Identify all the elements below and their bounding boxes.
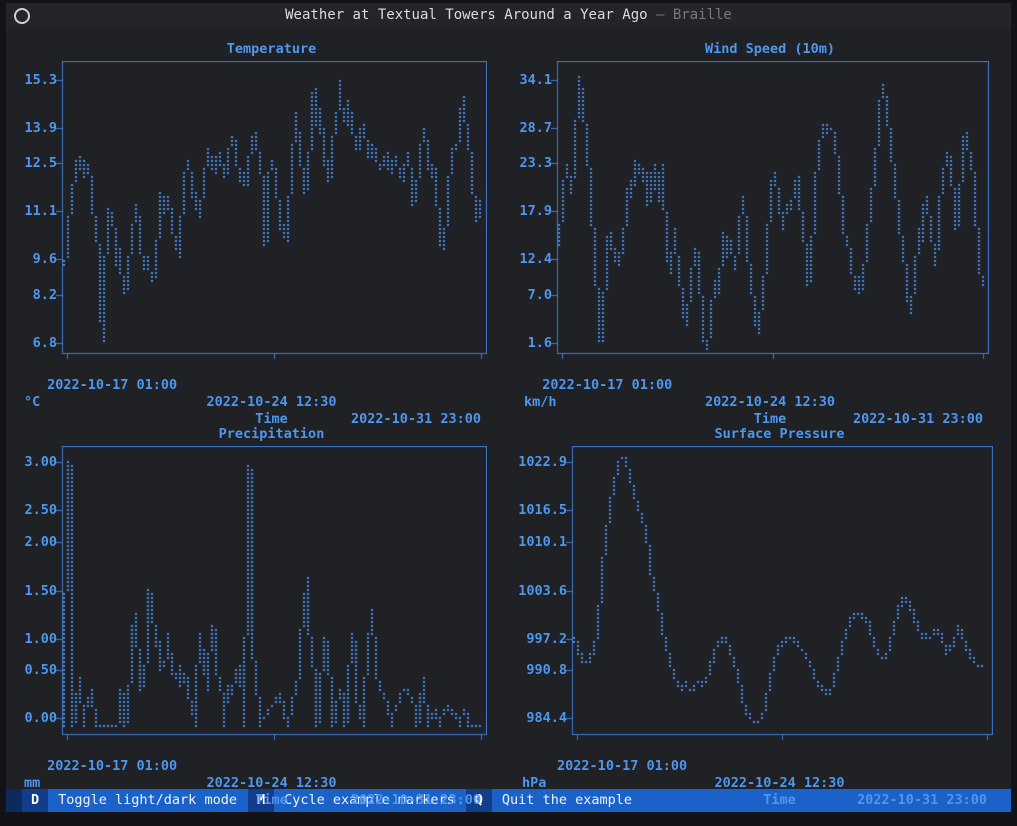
x-axis-title: Time	[255, 792, 288, 808]
y-tick-label: 11.1	[24, 203, 57, 219]
footer-lead-segment	[6, 789, 22, 812]
panel-precipitation: Precipitation 3.00 2.50 2.00 1.50 1.00 0…	[8, 424, 508, 808]
y-tick-label: 15.3	[24, 72, 57, 88]
y-tick-label: 7.0	[527, 287, 552, 303]
y-tick-label: 12.4	[519, 251, 552, 267]
chart-title: Precipitation	[218, 426, 325, 442]
y-tick-label: 8.2	[32, 287, 57, 303]
y-tick-label: 13.9	[24, 120, 57, 136]
x-tick-label: 2022-10-24 12:30	[206, 775, 337, 791]
axis-meta-row: °C Time	[8, 377, 508, 427]
y-axis-labels: 15.3 13.9 12.5 11.1 9.6 8.2 6.8	[8, 61, 57, 353]
x-axis-labels: 2022-10-17 01:00 2022-10-24 12:30 2022-1…	[542, 360, 989, 427]
footer-action-cycle-markers[interactable]: Cycle example markers	[274, 789, 466, 812]
y-axis-unit: hPa	[522, 775, 547, 791]
y-axis-unit: mm	[24, 775, 41, 791]
x-tick-label: 2022-10-31 23:00	[350, 411, 481, 427]
footer-keybindings-bar: D Toggle light/dark mode M Cycle example…	[6, 789, 1011, 812]
x-tick-label: 2022-10-17 01:00	[47, 377, 178, 393]
chart-title: Temperature	[226, 41, 317, 57]
wind-speed-plot-canvas	[551, 61, 989, 360]
x-tick-label: 2022-10-31 23:00	[350, 792, 481, 808]
header-bar: Weather at Textual Towers Around a Year …	[6, 3, 1011, 27]
app-subtitle-marker-mode: — Braille	[656, 7, 732, 23]
footer-key-quit[interactable]: Q	[465, 789, 492, 812]
y-tick-label: 12.5	[24, 155, 57, 171]
x-tick-label: 2022-10-17 01:00	[47, 758, 178, 774]
x-axis-title: Time	[763, 792, 796, 808]
x-axis-labels: 2022-10-17 01:00 2022-10-24 12:30 2022-1…	[47, 741, 487, 808]
x-tick-label: 2022-10-31 23:00	[856, 792, 987, 808]
app-title-text: Weather at Textual Towers Around a Year …	[285, 7, 656, 23]
surface-pressure-plot: 1022.9 1016.5 1010.1 1003.6 997.2 990.8 …	[508, 446, 1009, 741]
command-palette-circle-icon[interactable]	[14, 8, 30, 24]
y-tick-label: 6.8	[32, 335, 57, 351]
app-frame: Weather at Textual Towers Around a Year …	[6, 3, 1011, 812]
y-tick-label: 28.7	[519, 120, 552, 136]
axis-meta-row: mm Time	[8, 758, 508, 808]
x-axis-labels: 2022-10-17 01:00 2022-10-24 12:30 2022-1…	[47, 360, 487, 427]
app-title: Weather at Textual Towers Around a Year …	[6, 7, 1011, 23]
x-tick-label: 2022-10-31 23:00	[852, 411, 983, 427]
y-tick-label: 1010.1	[518, 534, 567, 550]
x-tick-label: 2022-10-24 12:30	[206, 394, 337, 410]
y-tick-label: 0.50	[24, 662, 57, 678]
x-axis-title: Time	[753, 411, 787, 427]
panel-surface-pressure: Surface Pressure 1022.9 1016.5 1010.1 10…	[508, 424, 1009, 808]
y-tick-label: 1016.5	[518, 502, 567, 518]
y-tick-label: 9.6	[32, 251, 57, 267]
y-tick-label: 1.00	[24, 631, 57, 647]
y-tick-label: 23.3	[519, 155, 552, 171]
y-axis-unit: °C	[24, 394, 41, 410]
chart-title: Surface Pressure	[714, 426, 845, 442]
x-axis-title: Time	[255, 411, 288, 427]
temperature-plot-canvas	[56, 61, 487, 360]
y-tick-label: 0.00	[24, 710, 57, 726]
y-tick-label: 997.2	[526, 631, 567, 647]
y-tick-label: 1003.6	[518, 583, 567, 599]
precipitation-plot: 3.00 2.50 2.00 1.50 1.00 0.50 0.00	[8, 446, 508, 741]
chart-title: Wind Speed (10m)	[704, 41, 836, 57]
y-tick-label: 1.6	[527, 335, 552, 351]
footer-key-toggle-dark[interactable]: D	[22, 789, 49, 812]
y-tick-label: 990.8	[526, 662, 567, 678]
y-tick-label: 2.00	[24, 534, 57, 550]
x-tick-label: 2022-10-24 12:30	[714, 775, 845, 791]
axis-meta-row: hPa Time	[508, 758, 1009, 808]
x-axis-labels: 2022-10-17 01:00 2022-10-24 12:30 2022-1…	[557, 741, 993, 808]
axis-meta-row: km/h Time	[508, 377, 1009, 427]
x-tick-label: 2022-10-24 12:30	[704, 394, 836, 410]
y-tick-label: 2.50	[24, 502, 57, 518]
footer-key-cycle-markers[interactable]: M	[247, 789, 275, 812]
wind-speed-plot: 34.1 28.7 23.3 17.9 12.4 7.0 1.6	[508, 61, 1009, 360]
y-tick-label: 34.1	[519, 72, 552, 88]
y-tick-label: 17.9	[519, 203, 552, 219]
x-tick-label: 2022-10-17 01:00	[542, 377, 673, 393]
plot-grid: Temperature 15.3 13.9 12.5 11.1 9.6 8.2 …	[6, 27, 1011, 808]
y-axis-labels: 34.1 28.7 23.3 17.9 12.4 7.0 1.6	[508, 61, 552, 353]
precipitation-plot-canvas	[56, 446, 487, 741]
y-tick-label: 984.4	[526, 710, 567, 726]
footer-action-quit[interactable]: Quit the example	[491, 789, 643, 812]
surface-pressure-plot-canvas	[566, 446, 993, 741]
y-axis-labels: 3.00 2.50 2.00 1.50 1.00 0.50 0.00	[8, 446, 57, 734]
panel-wind-speed: Wind Speed (10m) 34.1 28.7 23.3 17.9 12.…	[508, 39, 1009, 427]
x-tick-label: 2022-10-17 01:00	[557, 758, 688, 774]
y-tick-label: 3.00	[24, 454, 57, 470]
temperature-plot: 15.3 13.9 12.5 11.1 9.6 8.2 6.8	[8, 61, 508, 360]
panel-temperature: Temperature 15.3 13.9 12.5 11.1 9.6 8.2 …	[8, 39, 508, 427]
y-axis-unit: km/h	[524, 394, 557, 410]
y-tick-label: 1.50	[24, 583, 57, 599]
footer-action-toggle-dark[interactable]: Toggle light/dark mode	[48, 789, 248, 812]
y-tick-label: 1022.9	[518, 454, 567, 470]
y-axis-labels: 1022.9 1016.5 1010.1 1003.6 997.2 990.8 …	[508, 446, 567, 734]
